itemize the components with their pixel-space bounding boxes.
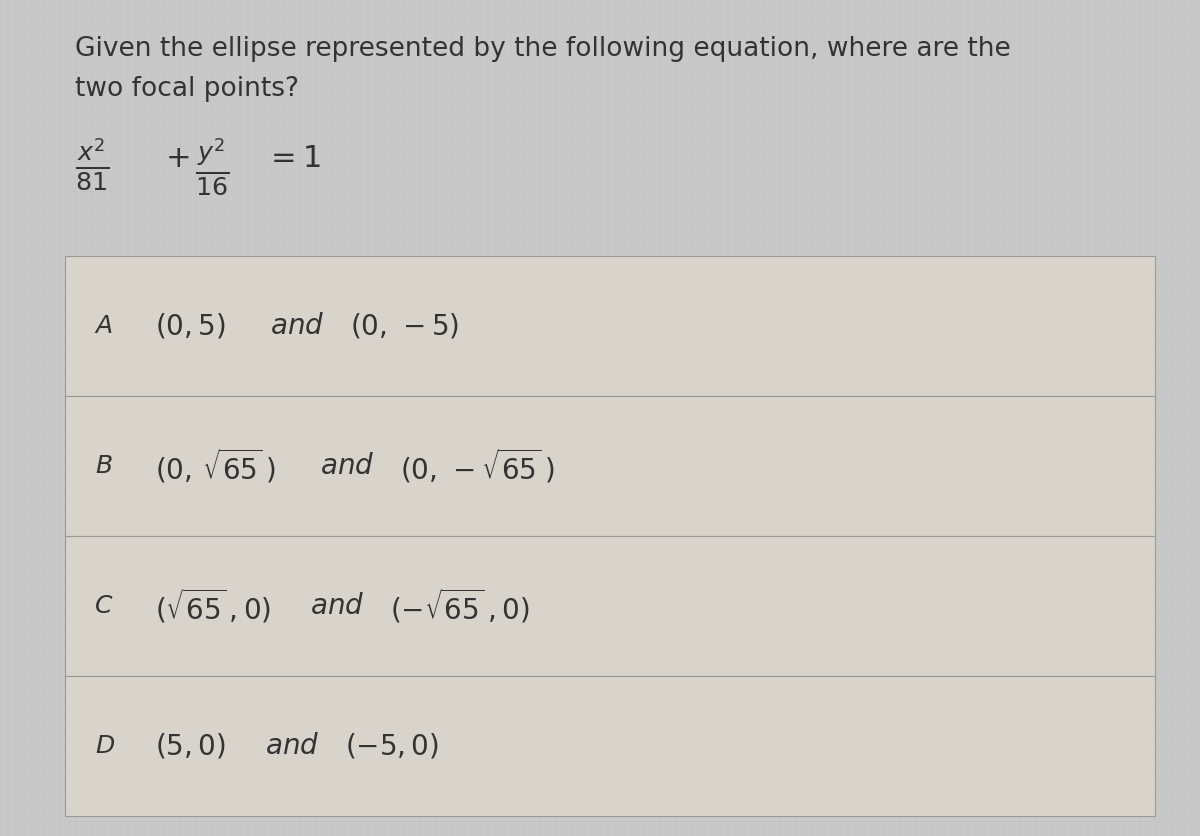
Text: $(\sqrt{65}\,,0)$: $(\sqrt{65}\,,0)$ — [155, 587, 271, 625]
Text: $and$: $and$ — [265, 732, 319, 760]
Text: two focal points?: two focal points? — [74, 76, 299, 102]
Text: D: D — [95, 734, 114, 758]
Text: $(-\sqrt{65}\,,0)$: $(-\sqrt{65}\,,0)$ — [390, 587, 529, 625]
Text: B: B — [95, 454, 112, 478]
Text: Given the ellipse represented by the following equation, where are the: Given the ellipse represented by the fol… — [74, 36, 1010, 62]
Text: $\frac{x^2}{81}$: $\frac{x^2}{81}$ — [74, 136, 109, 191]
Text: $(-5, 0)$: $(-5, 0)$ — [346, 732, 439, 761]
Text: $and$: $and$ — [310, 592, 365, 620]
Bar — [65, 536, 1154, 676]
Text: $(0,\,\sqrt{65}\,)$: $(0,\,\sqrt{65}\,)$ — [155, 446, 276, 486]
Text: A: A — [95, 314, 112, 338]
Text: $and$: $and$ — [270, 312, 324, 340]
Text: $= 1$: $= 1$ — [265, 144, 320, 173]
Text: $(5, 0)$: $(5, 0)$ — [155, 732, 226, 761]
Text: $\frac{y^2}{16}$: $\frac{y^2}{16}$ — [194, 136, 229, 196]
Bar — [65, 256, 1154, 396]
Text: $+$: $+$ — [166, 144, 190, 173]
Bar — [65, 676, 1154, 816]
Text: $(0, 5)$: $(0, 5)$ — [155, 312, 226, 340]
Text: $(0,\, -5)$: $(0,\, -5)$ — [350, 312, 460, 340]
Text: $and$: $and$ — [320, 452, 374, 480]
Text: $(0,\,-\sqrt{65}\,)$: $(0,\,-\sqrt{65}\,)$ — [400, 446, 554, 486]
Text: C: C — [95, 594, 113, 618]
Bar — [65, 396, 1154, 536]
